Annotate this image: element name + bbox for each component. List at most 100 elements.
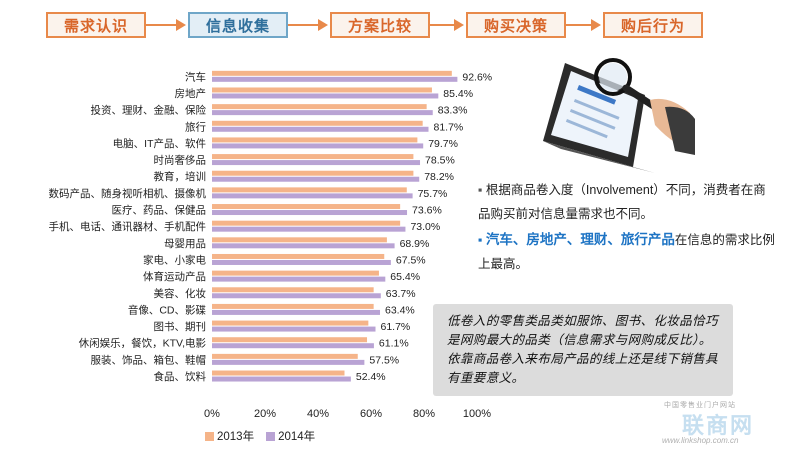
category-label: 电脑、IT产品、软件 bbox=[113, 137, 206, 150]
bar-2014 bbox=[212, 293, 381, 299]
x-tick-label: 20% bbox=[254, 408, 276, 420]
flow-step-2: 信息收集 bbox=[188, 12, 288, 38]
x-tick-label: 80% bbox=[413, 408, 435, 420]
data-label: 73.0% bbox=[410, 221, 440, 233]
bar-2014 bbox=[212, 359, 365, 365]
category-label: 汽车 bbox=[185, 70, 206, 83]
data-label: 85.4% bbox=[443, 88, 473, 100]
x-tick-label: 100% bbox=[463, 408, 491, 420]
data-label: 57.5% bbox=[369, 354, 399, 366]
bar-2014 bbox=[212, 326, 376, 332]
flow-arrow-icon bbox=[176, 19, 186, 31]
bar-2013 bbox=[212, 87, 432, 93]
flow-step-3: 方案比较 bbox=[330, 12, 430, 38]
x-tick-label: 0% bbox=[204, 408, 220, 420]
flow-connector bbox=[288, 24, 318, 26]
legend-swatch bbox=[205, 432, 214, 441]
laptop-magnifier-illustration bbox=[505, 55, 695, 175]
bar-2014 bbox=[212, 243, 395, 249]
bar-2014 bbox=[212, 76, 458, 82]
data-label: 81.7% bbox=[434, 121, 464, 133]
bar-2013 bbox=[212, 204, 401, 210]
category-label: 房地产 bbox=[175, 87, 207, 100]
bar-2013 bbox=[212, 154, 414, 160]
logo-mark: 联商网 bbox=[682, 413, 755, 438]
bar-2013 bbox=[212, 253, 385, 259]
bar-2013 bbox=[212, 187, 407, 193]
x-tick-label: 40% bbox=[307, 408, 329, 420]
bar-2014 bbox=[212, 110, 433, 116]
data-label: 63.4% bbox=[385, 304, 415, 316]
legend-swatch bbox=[266, 432, 276, 441]
category-label: 图书、期刊 bbox=[154, 321, 207, 333]
flow-connector bbox=[430, 24, 454, 26]
data-label: 61.1% bbox=[379, 338, 409, 350]
note-box: 低卷入的零售类品类如服饰、图书、化妆品恰巧是网购最大的品类（信息需求与网购成反比… bbox=[433, 304, 733, 396]
data-label: 73.6% bbox=[412, 205, 442, 217]
data-label: 78.2% bbox=[424, 171, 454, 183]
category-label: 手机、电话、通讯器材、手机配件 bbox=[49, 220, 207, 233]
bar-2014 bbox=[212, 176, 420, 182]
bar-2013 bbox=[212, 353, 358, 359]
flow-arrow-icon bbox=[454, 19, 464, 31]
bar-2014 bbox=[212, 376, 351, 382]
bar-2013 bbox=[212, 237, 387, 243]
category-label: 数码产品、随身视听相机、摄像机 bbox=[49, 187, 207, 200]
bar-2013 bbox=[212, 170, 414, 176]
flow-step-5: 购后行为 bbox=[603, 12, 703, 38]
category-label: 美容、化妆 bbox=[154, 287, 207, 300]
data-label: 75.7% bbox=[418, 188, 448, 200]
category-label: 医疗、药品、保健品 bbox=[112, 204, 207, 217]
bar-2013 bbox=[212, 104, 427, 110]
bar-2013 bbox=[212, 120, 423, 126]
flow-connector bbox=[146, 24, 176, 26]
bar-2013 bbox=[212, 270, 379, 276]
bar-2013 bbox=[212, 220, 401, 226]
x-tick-label: 60% bbox=[360, 408, 382, 420]
category-label: 投资、理财、金融、保险 bbox=[91, 104, 207, 117]
bar-2013 bbox=[212, 337, 368, 343]
bar-2014 bbox=[212, 93, 439, 99]
logo-tagline: 中国零售业门户网站 bbox=[664, 402, 736, 409]
data-label: 67.5% bbox=[396, 254, 426, 266]
category-label: 食品、饮料 bbox=[154, 370, 207, 383]
bar-2014 bbox=[212, 309, 381, 315]
data-label: 65.4% bbox=[390, 271, 420, 283]
data-label: 68.9% bbox=[400, 238, 430, 250]
data-label: 79.7% bbox=[428, 138, 458, 150]
data-label: 78.5% bbox=[425, 155, 455, 167]
flow-step-1: 需求认识 bbox=[46, 12, 146, 38]
bar-2014 bbox=[212, 226, 406, 232]
category-label: 家电、小家电 bbox=[143, 253, 206, 266]
chart-legend: 2013年 2014年 bbox=[205, 428, 327, 444]
data-label: 83.3% bbox=[438, 105, 468, 117]
bar-2013 bbox=[212, 137, 418, 143]
bar-2013 bbox=[212, 370, 345, 376]
insight-bullets: ▪ 根据商品卷入度（Involvement）不同，消费者在商品购买前对信息量需求… bbox=[478, 178, 778, 276]
bar-2014 bbox=[212, 160, 421, 166]
bullet-2-text: 在信息的需求比例上最高。 bbox=[478, 233, 775, 271]
bar-2014 bbox=[212, 259, 391, 265]
bullet-dot: ▪ bbox=[478, 233, 486, 247]
bar-2014 bbox=[212, 210, 408, 216]
bar-2014 bbox=[212, 126, 429, 132]
data-label: 52.4% bbox=[356, 371, 386, 383]
note-text: 低卷入的零售类品类如服饰、图书、化妆品恰巧是网购最大的品类（信息需求与网购成反比… bbox=[447, 314, 718, 385]
linkshop-logo: 中国零售业门户网站 联商网 www.linkshop.com.cn bbox=[652, 400, 792, 450]
bullet-2-highlight: 汽车、房地产、理财、旅行产品 bbox=[485, 232, 675, 247]
bar-2014 bbox=[212, 343, 374, 349]
data-label: 63.7% bbox=[386, 288, 416, 300]
category-label: 时尚奢侈品 bbox=[154, 154, 207, 167]
legend-item: 2013年 bbox=[205, 431, 254, 443]
legend-label: 2013年 bbox=[217, 431, 255, 443]
flow-arrow-icon bbox=[591, 19, 601, 31]
data-label: 92.6% bbox=[462, 71, 492, 83]
legend-item: 2014年 bbox=[266, 431, 315, 443]
category-label: 旅行 bbox=[185, 120, 206, 133]
bar-2013 bbox=[212, 70, 452, 76]
category-label: 音像、CD、影碟 bbox=[128, 303, 206, 316]
flow-step-4: 购买决策 bbox=[466, 12, 566, 38]
category-label: 体育运动产品 bbox=[143, 270, 206, 283]
bar-2013 bbox=[212, 320, 369, 326]
flow-connector bbox=[566, 24, 591, 26]
